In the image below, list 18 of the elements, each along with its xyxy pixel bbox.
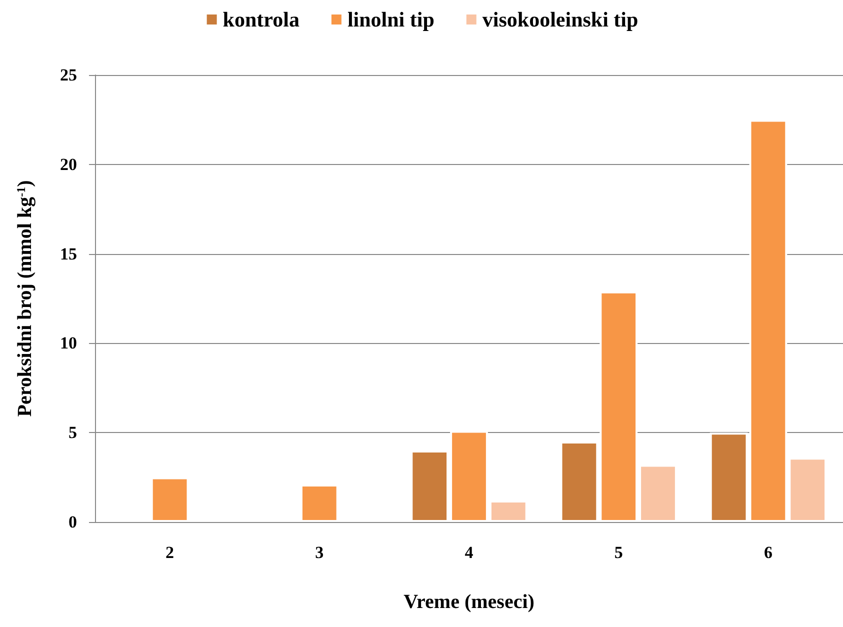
y-tick-label: 10 xyxy=(60,334,77,353)
bar xyxy=(710,432,748,522)
x-tick-label: 2 xyxy=(166,543,174,562)
y-tick-label: 0 xyxy=(68,512,77,532)
legend-label: kontrola xyxy=(222,8,300,32)
y-tick-label: 20 xyxy=(60,154,77,174)
x-axis-title: Vreme (meseci) xyxy=(404,591,534,613)
legend-label: visokooleinski tip xyxy=(482,8,638,32)
y-tick-label: 5 xyxy=(68,423,77,442)
x-tick-label: 4 xyxy=(464,543,474,562)
y-tick-label: 25 xyxy=(60,66,77,84)
x-tick-label: 6 xyxy=(764,543,772,562)
y-axis-title: Peroksidni broj (mmol kg-1) xyxy=(14,180,36,417)
bar xyxy=(150,477,189,522)
x-tick-label: 5 xyxy=(614,543,623,562)
legend-label: linolni tip xyxy=(347,8,434,32)
x-tick-label: 3 xyxy=(315,543,324,562)
y-tick-label: 15 xyxy=(60,244,77,264)
